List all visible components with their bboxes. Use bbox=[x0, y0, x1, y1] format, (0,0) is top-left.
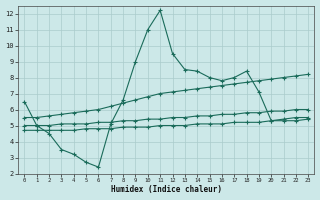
X-axis label: Humidex (Indice chaleur): Humidex (Indice chaleur) bbox=[111, 185, 222, 194]
